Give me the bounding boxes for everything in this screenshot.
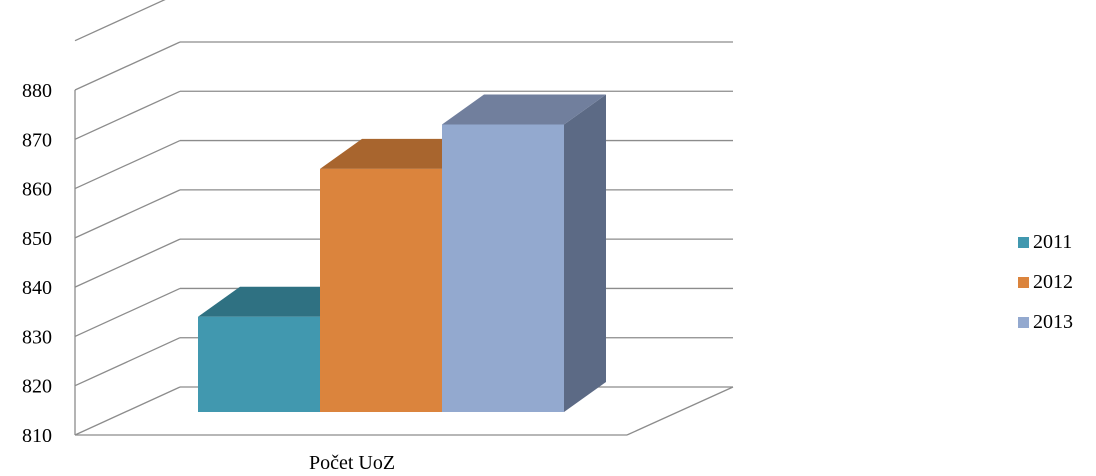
bar-side-2013 <box>564 94 606 412</box>
side-wall-gridline <box>74 41 181 91</box>
legend-label-2013: 2013 <box>1033 310 1073 333</box>
legend-item-2011: 2011 <box>1018 222 1096 262</box>
bar-front-2013 <box>442 124 564 412</box>
bar-front-2012 <box>320 168 442 412</box>
y-tick-label: 830 <box>22 326 52 348</box>
side-wall-gridline <box>74 287 181 338</box>
legend-swatch-2013 <box>1018 316 1029 328</box>
legend-item-2012: 2012 <box>1018 262 1096 302</box>
x-category-label: Počet UoZ <box>309 452 395 474</box>
y-axis-ticks: 810 820 830 840 850 860 870 880 <box>22 80 52 447</box>
y-tick-label: 850 <box>22 228 52 250</box>
bar-2013 <box>442 94 606 412</box>
legend-swatch-2011 <box>1018 236 1029 248</box>
y-tick-label: 810 <box>22 425 52 447</box>
side-wall-gridline <box>74 238 181 288</box>
x-axis-categories: Počet UoZ <box>309 452 395 474</box>
legend-swatch-2012 <box>1018 276 1029 288</box>
y-tick-label: 860 <box>22 179 52 201</box>
bar-top-2013 <box>442 94 606 125</box>
side-wall-gridline <box>74 139 181 190</box>
bar-front-2011 <box>198 316 320 412</box>
legend-label-2012: 2012 <box>1033 270 1073 293</box>
floor-right-edge <box>626 386 734 436</box>
side-wall-gridline <box>74 189 181 239</box>
y-tick-label: 880 <box>22 80 52 102</box>
side-wall-gridline <box>74 90 181 140</box>
y-tick-label: 870 <box>22 129 52 151</box>
side-wall-gridline <box>74 386 181 436</box>
y-tick-label: 840 <box>22 277 52 299</box>
side-wall-gridline <box>74 337 181 387</box>
legend: 2011 2012 2013 <box>1018 222 1096 342</box>
legend-label-2011: 2011 <box>1033 230 1073 253</box>
side-wall-gridline <box>74 0 166 42</box>
y-tick-label: 820 <box>22 376 52 398</box>
bars <box>198 94 606 412</box>
legend-item-2013: 2013 <box>1018 302 1096 342</box>
